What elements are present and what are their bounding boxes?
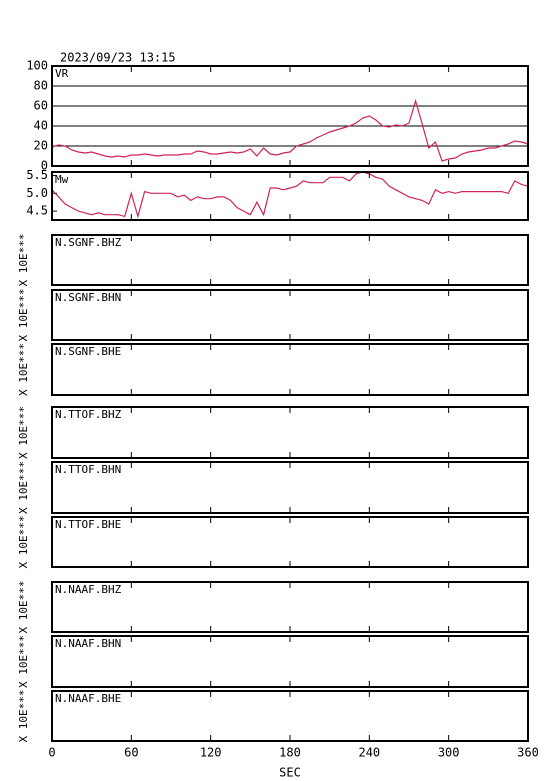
panel-label: N.SGNF.BHE	[55, 345, 121, 358]
panel-frame	[51, 516, 529, 568]
y-axis-label: X 10E***	[17, 234, 30, 287]
x-tick-label: 0	[48, 746, 55, 760]
panel-label: VR	[55, 67, 69, 80]
x-tick-label: 300	[438, 746, 460, 760]
x-tick-label: 360	[517, 746, 539, 760]
y-axis-label: X 10E***	[17, 581, 30, 634]
panel-frame	[51, 343, 529, 396]
y-tick-label: 60	[34, 99, 48, 113]
panel-frame	[51, 406, 529, 459]
panel-label: N.TTOF.BHE	[55, 518, 121, 531]
x-tick-label: 240	[358, 746, 380, 760]
x-axis-label: SEC	[279, 766, 301, 780]
panel-label: Mw	[55, 173, 69, 186]
y-tick-label: 5.0	[26, 186, 48, 200]
y-axis-label: X 10E***	[17, 461, 30, 514]
panel-label: N.NAAF.BHE	[55, 692, 121, 705]
data-line	[51, 98, 529, 162]
y-axis-label: X 10E***	[17, 690, 30, 743]
y-axis-label: X 10E***	[17, 289, 30, 342]
panel-frame	[51, 581, 529, 633]
y-axis-label: X 10E***	[17, 343, 30, 396]
data-line	[51, 171, 529, 219]
x-tick-label: 120	[200, 746, 222, 760]
y-tick-label: 100	[26, 59, 48, 73]
y-tick-label: 4.5	[26, 204, 48, 218]
y-axis-label: X 10E***	[17, 406, 30, 459]
panel-frame	[51, 635, 529, 688]
panel-frame	[51, 289, 529, 341]
panel-label: N.TTOF.BHN	[55, 463, 121, 476]
y-tick-label: 5.5	[26, 168, 48, 182]
y-axis-label: X 10E***	[17, 635, 30, 688]
y-tick-label: 40	[34, 119, 48, 133]
panel-frame	[51, 234, 529, 286]
y-tick-label: 20	[34, 139, 48, 153]
y-tick-label: 80	[34, 79, 48, 93]
panel-frame	[51, 171, 529, 221]
panel-label: N.NAAF.BHZ	[55, 583, 122, 596]
chart-title: 2023/09/23 13:15	[60, 51, 176, 65]
panel-frame	[51, 65, 529, 167]
panel-frame	[51, 461, 529, 514]
panel-label: N.SGNF.BHN	[55, 291, 121, 304]
x-tick-label: 60	[124, 746, 138, 760]
panel-frame	[51, 690, 529, 742]
x-tick-label: 180	[279, 746, 301, 760]
y-axis-label: X 10E***	[17, 516, 30, 569]
panel-label: N.NAAF.BHN	[55, 637, 121, 650]
y-tick-label: 0	[41, 159, 48, 173]
panel-label: N.SGNF.BHZ	[55, 236, 122, 249]
panel-label: N.TTOF.BHZ	[55, 408, 122, 421]
